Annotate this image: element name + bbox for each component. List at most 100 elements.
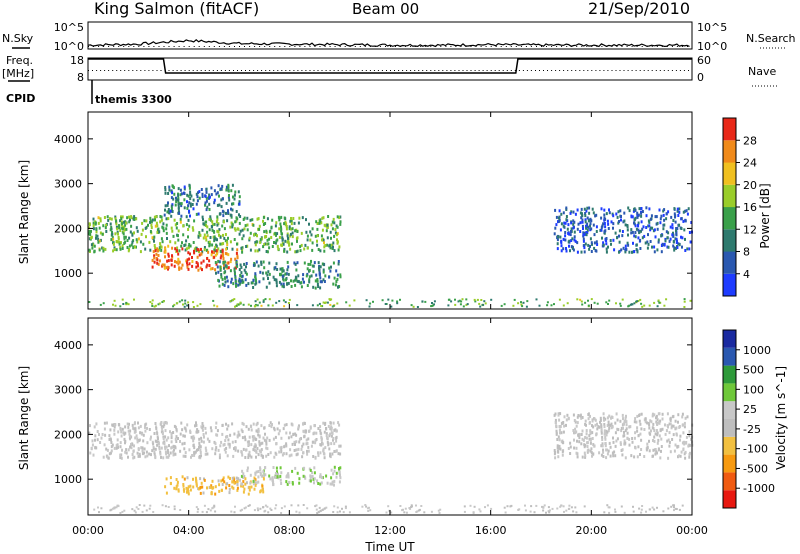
heatmap-cell bbox=[590, 250, 593, 253]
heatmap-cell bbox=[518, 508, 521, 511]
heatmap-cell bbox=[112, 249, 115, 253]
heatmap-cell bbox=[664, 423, 666, 427]
heatmap-cell bbox=[259, 473, 262, 477]
heatmap-cell bbox=[639, 422, 642, 426]
heatmap-cell bbox=[203, 478, 206, 482]
heatmap-cell bbox=[338, 245, 341, 249]
heatmap-cell bbox=[313, 477, 316, 481]
nave-dot bbox=[555, 70, 557, 71]
heatmap-cell bbox=[666, 439, 669, 443]
heatmap-cell bbox=[589, 438, 592, 442]
heatmap-cell bbox=[160, 215, 163, 219]
noise-search-dot bbox=[244, 46, 245, 47]
heatmap-cell bbox=[204, 201, 207, 205]
nave-dot bbox=[575, 70, 577, 71]
heatmap-cell bbox=[177, 262, 180, 266]
heatmap-cell bbox=[275, 301, 278, 304]
heatmap-cell bbox=[213, 237, 216, 241]
heatmap-cell bbox=[684, 237, 686, 241]
heatmap-cell bbox=[316, 239, 318, 243]
heatmap-cell bbox=[328, 447, 331, 451]
heatmap-cell bbox=[574, 427, 577, 431]
heatmap-cell bbox=[641, 305, 644, 308]
heatmap-cell bbox=[665, 429, 668, 433]
heatmap-cell bbox=[632, 241, 634, 245]
heatmap-cell bbox=[554, 208, 557, 212]
heatmap-cell bbox=[403, 511, 406, 514]
heatmap-cell bbox=[650, 429, 652, 433]
heatmap-cell bbox=[211, 223, 214, 227]
heatmap-cell bbox=[196, 510, 199, 513]
heatmap-cell bbox=[479, 305, 482, 308]
heatmap-cell bbox=[283, 247, 286, 251]
heatmap-cell bbox=[132, 456, 135, 460]
heatmap-cell bbox=[316, 243, 319, 247]
nave-dot bbox=[482, 70, 484, 71]
heatmap-cell bbox=[587, 299, 589, 302]
heatmap-cell bbox=[332, 511, 335, 513]
heatmap-cell bbox=[239, 509, 242, 512]
heatmap-cell bbox=[171, 210, 174, 213]
heatmap-cell bbox=[324, 422, 326, 426]
nsearch-label: N.Search bbox=[746, 32, 796, 45]
colorbar-tick-label: 24 bbox=[743, 157, 757, 170]
heatmap-cell bbox=[263, 243, 266, 246]
heatmap-cell bbox=[628, 443, 631, 447]
heatmap-cell bbox=[220, 275, 223, 279]
heatmap-cell bbox=[669, 450, 672, 454]
heatmap-cell bbox=[144, 247, 147, 251]
heatmap-cell bbox=[289, 219, 292, 223]
noise-search-dot bbox=[571, 46, 573, 47]
heatmap-cell bbox=[631, 250, 633, 254]
heatmap-cell bbox=[565, 509, 568, 512]
heatmap-cell bbox=[107, 456, 110, 460]
heatmap-cell bbox=[305, 429, 308, 433]
nave-dot bbox=[361, 70, 363, 71]
heatmap-cell bbox=[559, 412, 562, 416]
heatmap-cell bbox=[439, 508, 442, 511]
heatmap-cell bbox=[287, 475, 290, 479]
heatmap-cell bbox=[621, 298, 624, 301]
heatmap-cell bbox=[123, 432, 126, 436]
heatmap-cell bbox=[102, 455, 105, 459]
heatmap-cell bbox=[330, 476, 333, 480]
heatmap-cell bbox=[317, 482, 320, 485]
heatmap-cell bbox=[217, 230, 220, 234]
heatmap-cell bbox=[562, 304, 565, 307]
heatmap-cell bbox=[287, 272, 290, 276]
heatmap-cell bbox=[513, 298, 516, 301]
heatmap-cell bbox=[316, 283, 319, 286]
noise-search-dot bbox=[334, 46, 336, 47]
heatmap-cell bbox=[474, 300, 477, 303]
heatmap-cell bbox=[588, 421, 591, 425]
colorbar-tick-label: 16 bbox=[743, 201, 757, 214]
heatmap-cell bbox=[205, 431, 207, 435]
heatmap-cell bbox=[326, 223, 329, 227]
heatmap-cell bbox=[286, 240, 289, 244]
heatmap-cell bbox=[170, 446, 173, 450]
heatmap-cell bbox=[165, 223, 168, 227]
heatmap-cell bbox=[603, 213, 606, 217]
heatmap-cell bbox=[303, 247, 306, 251]
heatmap-cell bbox=[167, 506, 170, 508]
heatmap-cell bbox=[232, 454, 235, 458]
heatmap-cell bbox=[318, 268, 321, 272]
colorbar-swatch bbox=[723, 436, 736, 455]
heatmap-cell bbox=[640, 207, 643, 210]
heatmap-cell bbox=[624, 456, 627, 460]
heatmap-cell bbox=[254, 243, 257, 247]
heatmap-cell bbox=[663, 243, 666, 247]
heatmap-cell bbox=[639, 432, 642, 436]
heatmap-cell bbox=[566, 227, 569, 231]
heatmap-cell bbox=[555, 424, 558, 428]
heatmap-cell bbox=[192, 439, 195, 443]
nave-dot bbox=[297, 70, 299, 71]
heatmap-cell bbox=[656, 433, 659, 437]
heatmap-cell bbox=[640, 511, 643, 514]
heatmap-cell bbox=[308, 268, 311, 272]
heatmap-cell bbox=[177, 238, 180, 242]
colorbar-tick-label: 1000 bbox=[743, 344, 771, 357]
heatmap-cell bbox=[264, 473, 267, 477]
heatmap-cell bbox=[602, 455, 605, 458]
heatmap-cell bbox=[108, 438, 111, 441]
